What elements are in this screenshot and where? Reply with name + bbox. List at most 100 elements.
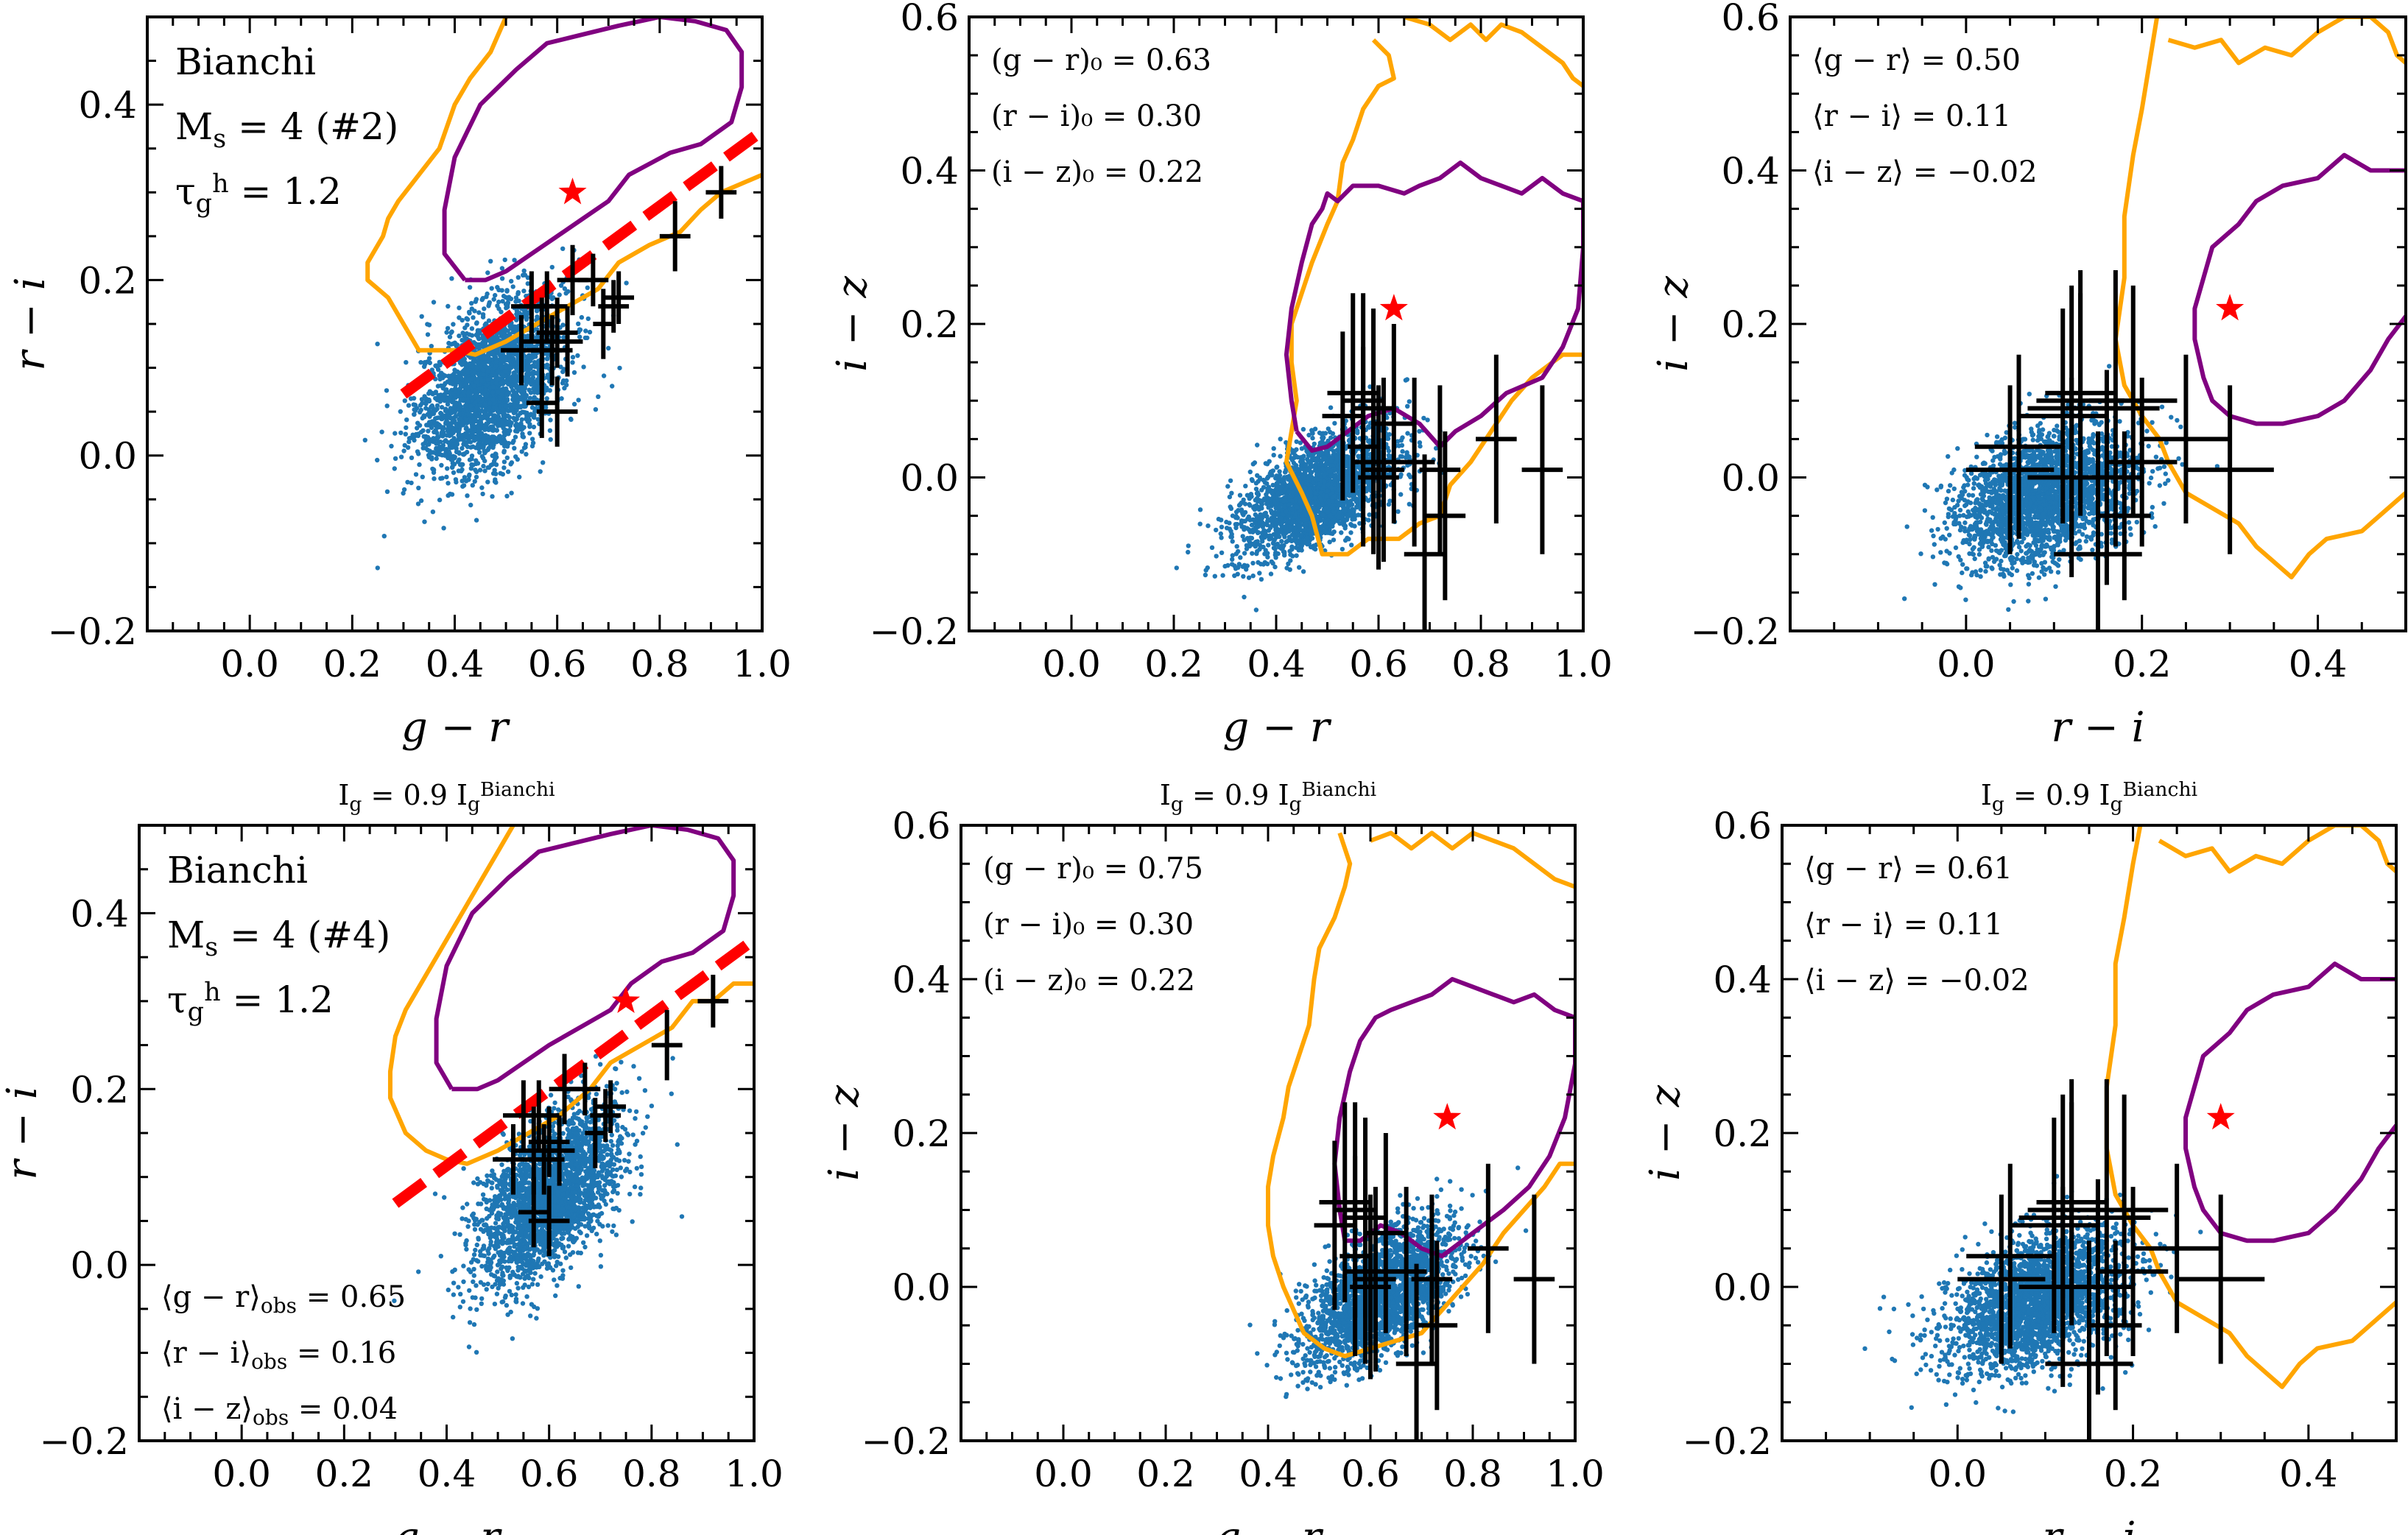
scatter-point (1228, 504, 1233, 509)
y-tick-label: 0.4 (78, 84, 137, 127)
scatter-point (1253, 498, 1258, 503)
scatter-point (1290, 537, 1295, 543)
scatter-point (1288, 552, 1293, 557)
scatter-point (469, 454, 475, 459)
scatter-point (510, 388, 515, 393)
scatter-point (1286, 502, 1292, 507)
scatter-point (480, 367, 486, 373)
scatter-point (412, 437, 417, 443)
scatter-point (471, 315, 476, 320)
scatter-point (1275, 526, 1281, 532)
scatter-point (404, 417, 409, 423)
scatter-point (529, 443, 535, 449)
scatter-point (433, 389, 439, 395)
scatter-point (436, 434, 441, 440)
scatter-point (487, 300, 492, 305)
scatter-point (1247, 469, 1253, 475)
scatter-point (1407, 399, 1412, 404)
scatter-point (507, 428, 513, 434)
scatter-point (1270, 518, 1275, 523)
scatter-point (1348, 521, 1353, 527)
scatter-point (522, 394, 527, 399)
scatter-point (1253, 487, 1259, 492)
scatter-point (521, 434, 527, 440)
scatter-point (479, 485, 485, 490)
scatter-point (1212, 574, 1218, 579)
scatter-point (493, 471, 499, 476)
scatter-point (1348, 530, 1353, 535)
scatter-point (1219, 518, 1224, 523)
scatter-point (420, 428, 426, 433)
scatter-point (474, 364, 479, 370)
scatter-point (448, 330, 454, 336)
scatter-point (1252, 460, 1258, 465)
scatter-point (1308, 523, 1313, 528)
scatter-point (1331, 529, 1337, 534)
scatter-point (511, 410, 517, 416)
scatter-point (472, 370, 477, 375)
scatter-point (529, 381, 534, 387)
scatter-point (498, 395, 503, 400)
scatter-point (593, 407, 599, 412)
scatter-point (459, 393, 464, 398)
scatter-point (1408, 474, 1413, 479)
scatter-point (510, 440, 515, 445)
scatter-point (1310, 429, 1315, 435)
scatter-point (426, 428, 431, 434)
scatter-point (431, 467, 437, 473)
scatter-point (1405, 403, 1410, 409)
panel-top-left: 0.0 0.2 0.4 0.6 0.8 1.0−0.20.00.20.4g − rr − … (7, 15, 792, 752)
scatter-point (429, 409, 435, 414)
scatter-point (496, 389, 501, 395)
scatter-point (1417, 440, 1423, 445)
scatter-point (490, 428, 496, 433)
scatter-point (1243, 484, 1248, 489)
scatter-point (451, 462, 457, 467)
scatter-point (460, 437, 465, 442)
scatter-point (375, 342, 380, 347)
scatter-point (1266, 543, 1271, 548)
scatter-point (475, 414, 480, 419)
scatter-point (454, 374, 460, 379)
scatter-point (472, 359, 477, 364)
y-tick-label: 0.2 (78, 259, 137, 302)
scatter-point (502, 422, 507, 428)
scatter-point (478, 417, 484, 423)
scatter-point (476, 335, 481, 340)
scatter-point (596, 394, 601, 399)
scatter-point (489, 362, 494, 368)
scatter-point (485, 434, 490, 439)
scatter-point (504, 493, 510, 498)
scatter-point (1329, 455, 1335, 460)
scatter-point (544, 396, 549, 401)
scatter-point (447, 451, 452, 456)
scatter-point (412, 434, 418, 439)
scatter-point (464, 417, 469, 423)
scatter-point (421, 364, 427, 370)
scatter-point (490, 453, 495, 459)
scatter-point (463, 386, 468, 391)
y-tick-label: −0.2 (48, 610, 137, 653)
panel-top-middle: 0.0 0.2 0.4 0.6 0.8 1.0−0.20.00.20.40.6g − ri… (828, 0, 1613, 752)
scatter-point (1264, 476, 1270, 481)
scatter-point (570, 360, 575, 365)
contour-inner-line (442, 17, 744, 283)
scatter-point (434, 398, 440, 403)
scatter-point (467, 332, 472, 337)
scatter-point (426, 356, 432, 361)
scatter-point (440, 375, 446, 381)
scatter-point (1228, 534, 1233, 540)
scatter-point (469, 326, 475, 331)
scatter-point (505, 304, 510, 310)
scatter-point (501, 459, 507, 465)
scatter-point (1275, 541, 1281, 547)
scatter-point (1303, 527, 1308, 532)
scatter-point (514, 421, 519, 427)
ticks (146, 15, 764, 632)
scatter-point (422, 519, 427, 524)
scatter-point (1312, 476, 1318, 481)
scatter-point (436, 392, 442, 398)
scatter-point (488, 258, 493, 264)
scatter-point (434, 456, 439, 462)
scatter-point (1425, 417, 1430, 423)
